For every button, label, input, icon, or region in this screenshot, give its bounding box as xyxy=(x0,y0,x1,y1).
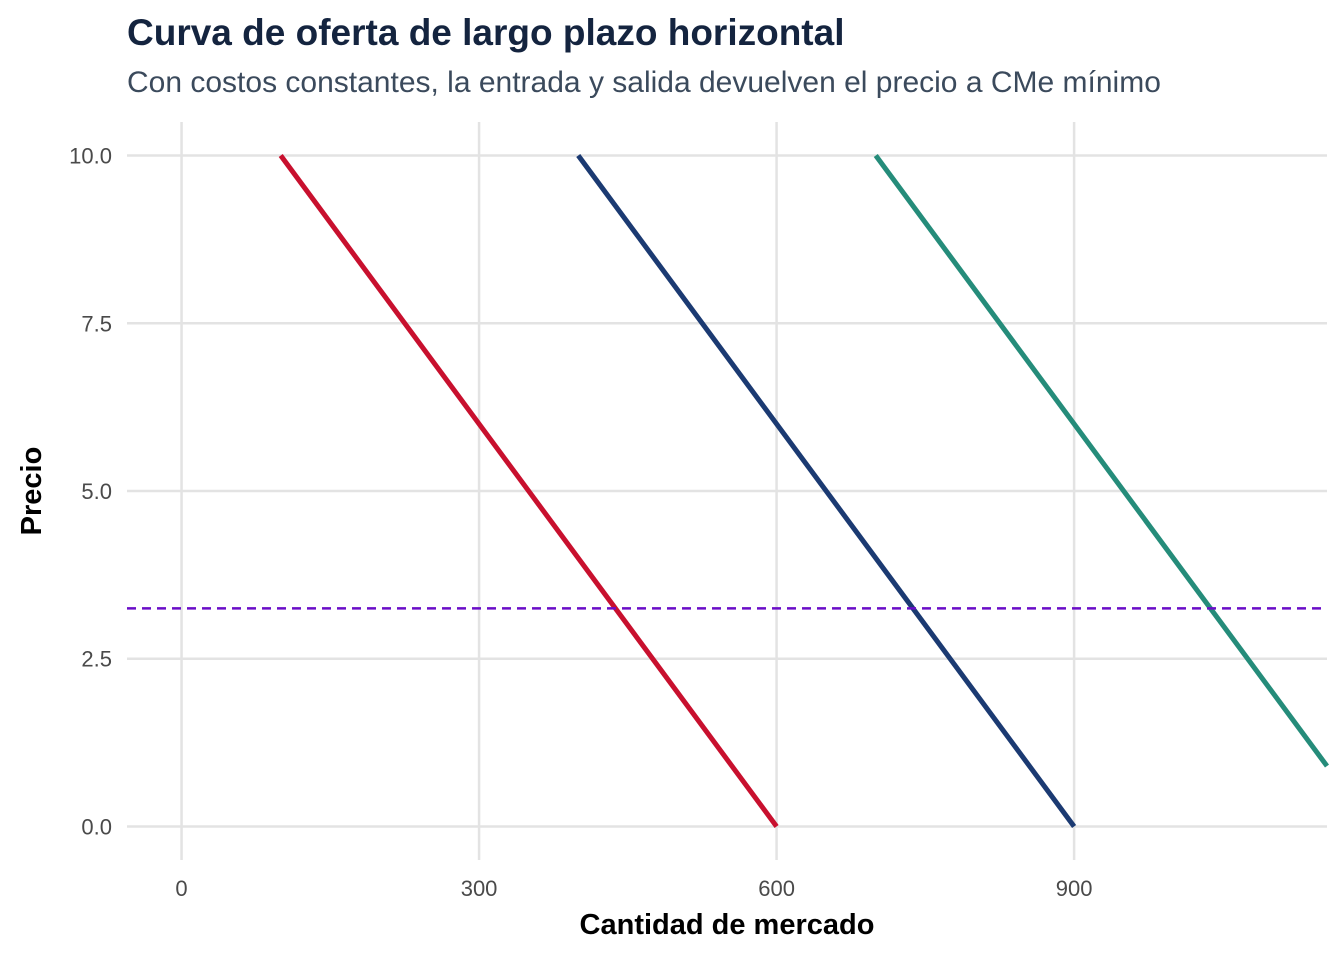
y-tick-label: 10.0 xyxy=(69,144,112,169)
y-tick-labels: 0.0 2.5 5.0 7.5 10.0 xyxy=(69,144,112,840)
series-line-2 xyxy=(576,154,1077,828)
series-line-3 xyxy=(873,154,1330,768)
x-tick-label: 300 xyxy=(461,876,498,901)
y-tick-label: 5.0 xyxy=(81,479,112,504)
y-axis-title: Precio xyxy=(16,447,48,536)
series-layer xyxy=(278,154,1330,828)
x-tick-labels: 0 300 600 900 xyxy=(175,876,1092,901)
y-tick-label: 7.5 xyxy=(81,311,112,336)
series-line-1 xyxy=(278,154,779,828)
horizontal-gridlines xyxy=(127,154,1327,828)
x-axis-title: Cantidad de mercado xyxy=(580,909,875,941)
x-tick-label: 600 xyxy=(758,876,795,901)
y-tick-label: 0.0 xyxy=(81,814,112,839)
chart-title: Curva de oferta de largo plazo horizonta… xyxy=(127,12,845,53)
x-tick-label: 0 xyxy=(175,876,187,901)
y-tick-label: 2.5 xyxy=(81,647,112,672)
x-tick-label: 900 xyxy=(1056,876,1093,901)
chart-subtitle: Con costos constantes, la entrada y sali… xyxy=(127,66,1161,99)
